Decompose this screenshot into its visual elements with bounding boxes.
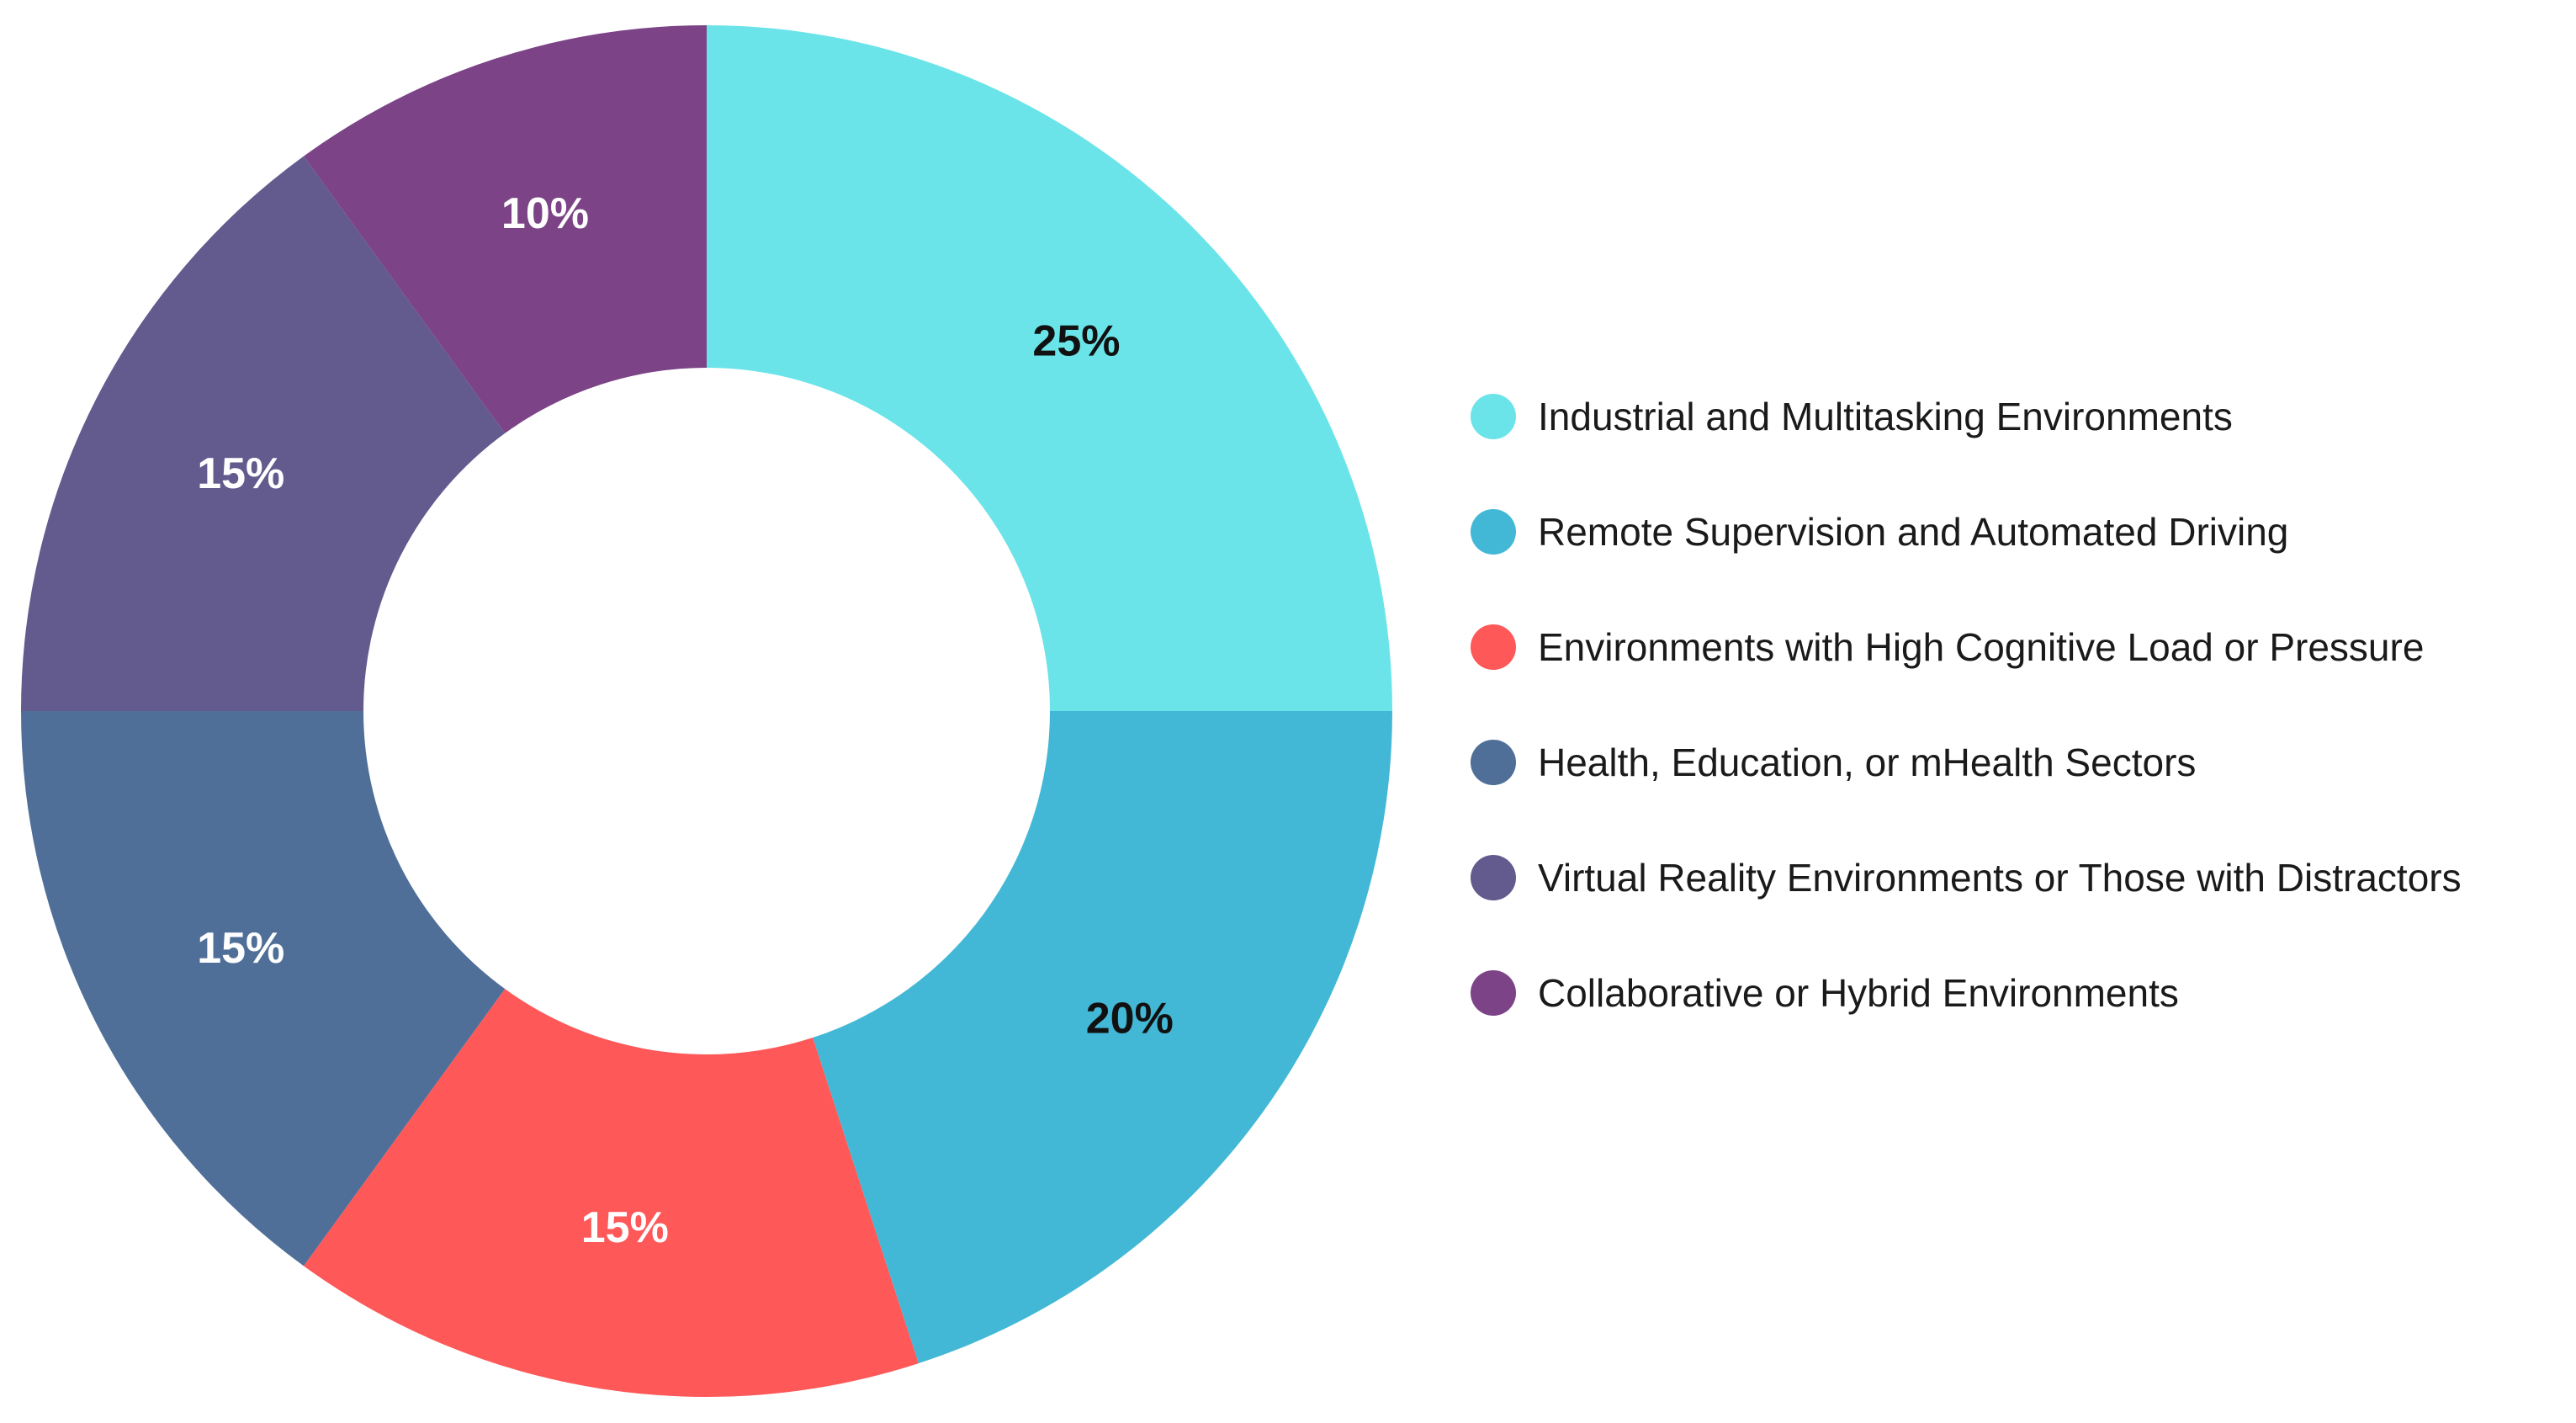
legend-marker xyxy=(1471,970,1516,1016)
legend: Industrial and Multitasking Environments… xyxy=(1471,394,2462,1016)
legend-label: Virtual Reality Environments or Those wi… xyxy=(1538,856,2462,900)
slice-value-label: 15% xyxy=(581,1203,669,1252)
slice-value-label: 25% xyxy=(1032,317,1120,366)
legend-marker xyxy=(1471,509,1516,555)
legend-label: Remote Supervision and Automated Driving xyxy=(1538,510,2288,554)
slice-value-label: 20% xyxy=(1086,994,1174,1043)
donut-slice xyxy=(21,711,506,1266)
donut-slice xyxy=(21,156,506,712)
legend-label: Health, Education, or mHealth Sectors xyxy=(1538,741,2196,784)
legend-marker xyxy=(1471,740,1516,785)
slice-value-label: 15% xyxy=(197,449,284,498)
legend-item: Industrial and Multitasking Environments xyxy=(1471,394,2233,439)
slice-value-label: 15% xyxy=(197,924,284,973)
legend-label: Environments with High Cognitive Load or… xyxy=(1538,625,2424,669)
donut-slice xyxy=(707,25,1392,711)
donut-slice xyxy=(303,989,919,1397)
legend-label: Collaborative or Hybrid Environments xyxy=(1538,971,2179,1015)
slice-value-label: 10% xyxy=(501,189,589,238)
legend-marker xyxy=(1471,624,1516,670)
legend-item: Collaborative or Hybrid Environments xyxy=(1471,970,2179,1016)
donut-slice xyxy=(303,25,707,433)
donut-slice xyxy=(813,711,1392,1364)
legend-marker xyxy=(1471,394,1516,439)
slices-group xyxy=(21,25,1392,1397)
legend-label: Industrial and Multitasking Environments xyxy=(1538,395,2233,438)
legend-item: Remote Supervision and Automated Driving xyxy=(1471,509,2288,555)
legend-item: Health, Education, or mHealth Sectors xyxy=(1471,740,2196,785)
legend-marker xyxy=(1471,855,1516,900)
legend-item: Environments with High Cognitive Load or… xyxy=(1471,624,2424,670)
slice-labels-group: 25% 20% 15% 15% 15% 10% xyxy=(197,189,1174,1252)
legend-item: Virtual Reality Environments or Those wi… xyxy=(1471,855,2462,900)
